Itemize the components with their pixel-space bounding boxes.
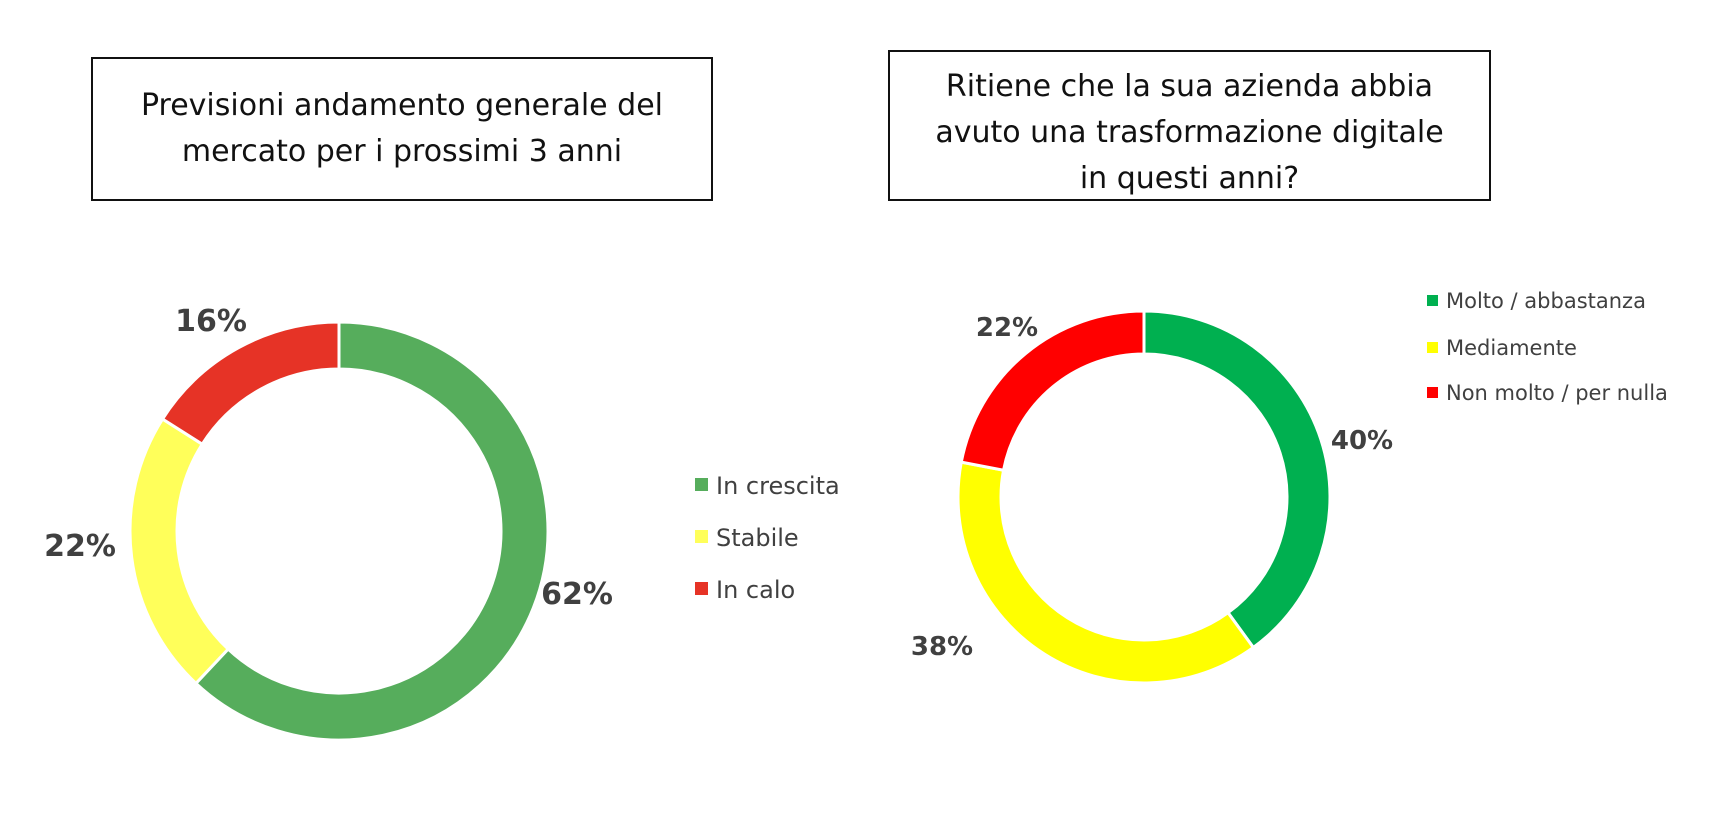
legend-swatch-left-2 xyxy=(695,582,708,595)
legend-label-right-2: Non molto / per nulla xyxy=(1446,381,1668,405)
legend-label-left-2: In calo xyxy=(716,576,795,604)
donut-chart-left xyxy=(128,320,550,742)
legend-swatch-right-2 xyxy=(1427,387,1438,398)
chart-title-left: Previsioni andamento generale del mercat… xyxy=(91,57,713,201)
legend-label-right-1: Mediamente xyxy=(1446,336,1577,360)
legend-label-right-0: Molto / abbastanza xyxy=(1446,289,1646,313)
donut-chart-right xyxy=(956,309,1332,685)
donut-left-slice-0 xyxy=(193,320,550,742)
data-label-right-0: 40% xyxy=(1331,426,1393,456)
legend-swatch-right-1 xyxy=(1427,342,1438,353)
legend-swatch-left-0 xyxy=(695,478,708,491)
donut-right-slice-0 xyxy=(1142,309,1332,650)
data-label-left-1: 22% xyxy=(44,529,116,564)
donut-right-slice-2 xyxy=(959,309,1146,472)
donut-left-slice-1 xyxy=(128,416,231,686)
donut-left-slice-2 xyxy=(160,320,341,447)
data-label-right-1: 38% xyxy=(911,632,973,662)
legend-left: In crescita Stabile In calo xyxy=(695,472,840,604)
chart-title-right: Ritiene che la sua azienda abbia avuto u… xyxy=(888,50,1491,201)
data-label-left-2: 16% xyxy=(175,304,247,339)
legend-right: Molto / abbastanza Mediamente Non molto … xyxy=(1427,289,1668,405)
legend-label-left-1: Stabile xyxy=(716,524,799,552)
legend-swatch-left-1 xyxy=(695,530,708,543)
donut-right-slice-1 xyxy=(956,460,1256,685)
data-label-right-2: 22% xyxy=(976,313,1038,343)
legend-swatch-right-0 xyxy=(1427,295,1438,306)
legend-label-left-0: In crescita xyxy=(716,472,840,500)
data-label-left-0: 62% xyxy=(541,577,613,612)
